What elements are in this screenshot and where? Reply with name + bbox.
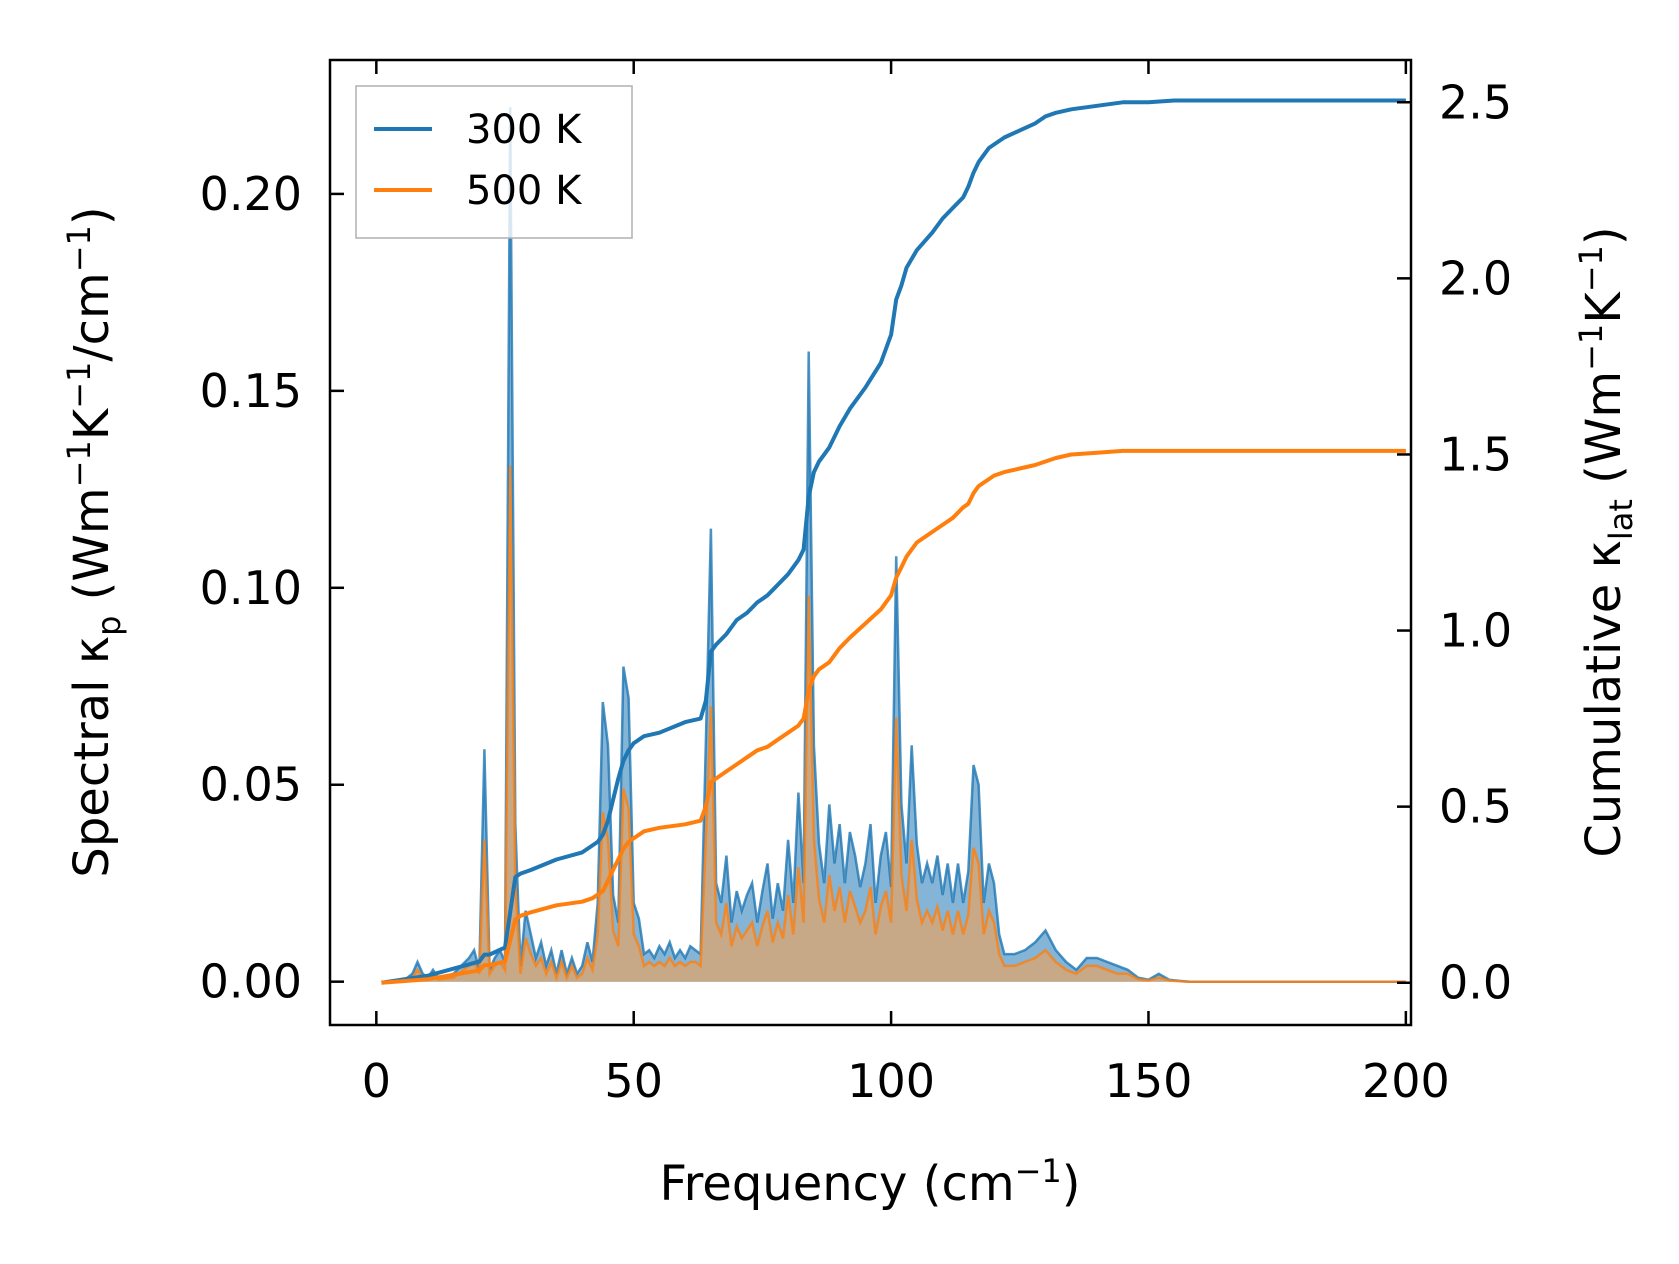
x-tick-label: 50 (604, 1054, 663, 1108)
y-right-tick-label: 2.0 (1439, 251, 1512, 305)
spectral-300k-line (381, 107, 1406, 983)
y-right-tick-label: 0.5 (1439, 780, 1512, 834)
y-left-tick-label: 0.05 (200, 758, 302, 812)
y-right-tick-label: 1.0 (1439, 604, 1512, 658)
x-axis-label: Frequency (cm−1) (659, 1152, 1080, 1212)
y-right-tick-label: 2.5 (1439, 75, 1512, 129)
y-left-tick-label: 0.10 (200, 561, 302, 615)
y-left-tick-label: 0.00 (200, 955, 302, 1009)
y-right-tick-label: 1.5 (1439, 427, 1512, 481)
spectral-fills (381, 107, 1406, 983)
x-tick-label: 200 (1362, 1054, 1450, 1108)
legend-label-300k: 300 K (466, 107, 583, 153)
x-tick-label: 0 (362, 1054, 391, 1108)
y-left-tick-label: 0.15 (200, 364, 302, 418)
spectral-500k-fill (381, 465, 1406, 982)
cumulative-300k-line (381, 98, 1406, 985)
legend-label-500k: 500 K (466, 168, 583, 214)
axis-ticks: 0 50 100 150 200 0.00 0.05 0.10 0.15 0.20 0.0 0.5 1.… (200, 60, 1512, 1108)
x-tick-label: 150 (1105, 1054, 1193, 1108)
spectral-500k-line (381, 465, 1406, 983)
y-right-tick-label: 0.0 (1439, 956, 1512, 1010)
y-right-axis-label: Cumulative κlat (Wm−1K−1) (1572, 226, 1640, 857)
series-lines (381, 98, 1406, 985)
y-left-tick-label: 0.20 (200, 167, 302, 221)
plot-frame (328, 58, 1413, 1027)
cumulative-500k-line (381, 448, 1406, 985)
legend-box (355, 85, 633, 239)
x-tick-label: 100 (847, 1054, 935, 1108)
legend: 300 K 500 K (355, 85, 633, 239)
y-left-axis-label: Spectral κp (Wm−1K−1/cm−1) (60, 206, 128, 877)
